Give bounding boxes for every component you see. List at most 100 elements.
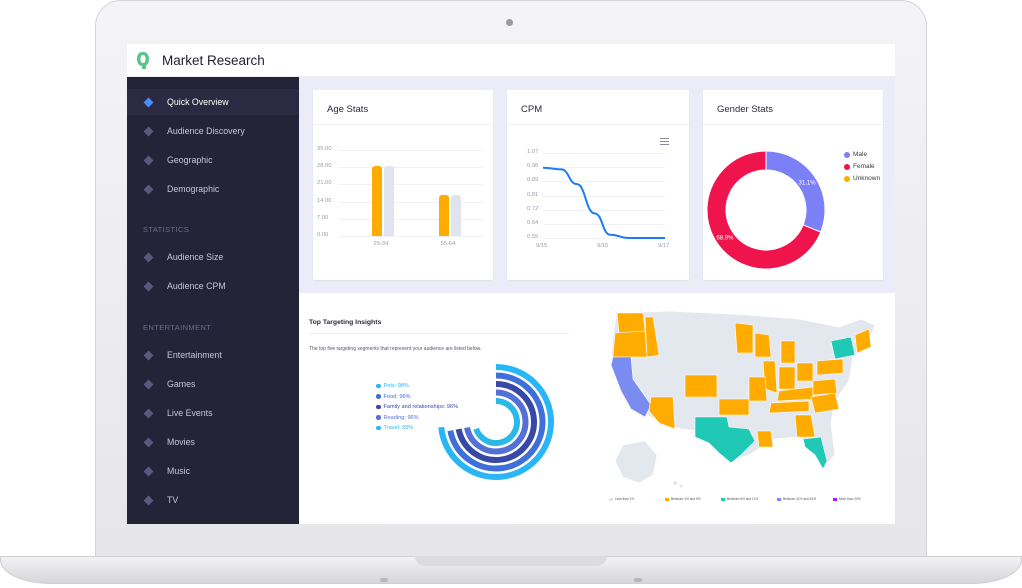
insight-legend-entry: Reading: 96% [376,415,419,421]
sidebar-item-label: Live Events [167,408,213,418]
sidebar-item-music[interactable]: Music [127,458,299,484]
app-title: Market Research [162,52,265,68]
legend-label: Unknown [853,175,881,182]
map-state-kansas [718,398,750,416]
sidebar-item-demographic[interactable]: Demographic [127,176,299,202]
insights-divider [309,333,569,334]
sidebar-item-label: TV [167,495,179,505]
screen: Market Research Quick Overview Audience … [127,44,895,524]
card-title: Gender Stats [717,104,773,115]
y-tick-label: 0.72 [527,205,539,212]
gender-donut-chart: 31.1% 68.9% Male Female Unknown [703,90,883,280]
y-tick-label: 0.64 [527,219,539,226]
card-title: CPM [521,104,543,115]
sidebar-item-audience-size[interactable]: Audience Size [127,244,299,270]
insights-radial-chart [438,364,554,480]
gridline [543,181,665,183]
main-content: Age Stats 0.00 7.00 14.00 21.00 28.00 35.00 25… [299,77,895,524]
diamond-icon [143,281,154,291]
camera-icon [506,19,513,26]
legend-dot [844,163,850,170]
y-tick-label: 0.89 [527,177,539,184]
map-legend-label: Between 5% and 11% [727,497,759,501]
sidebar-item-tv[interactable]: TV [127,487,299,513]
x-tick-label: 9/16 [597,243,609,249]
gridline [543,209,665,211]
y-tick-label: 14.00 [317,197,332,204]
age-bar-chart: 0.00 7.00 14.00 21.00 28.00 35.00 25-34 55-64 [313,90,493,280]
y-tick-label: 0.55 [527,234,539,240]
sidebar-item-label: Audience CPM [167,281,226,291]
sidebar-item-label: Games [167,379,196,389]
legend-entry: Female [844,163,875,170]
insight-legend-label: Food: 96% [383,393,411,400]
map-state-hawaii [673,481,677,485]
map-state-oregon [612,330,648,358]
gridline [339,218,483,220]
us-map-panel: Less than 1% Between 1% and 5% Between 5% … [589,293,895,524]
section-heading-statistics: STATISTICS [143,225,190,234]
x-tick-label: 55-64 [440,241,456,247]
gridline [543,223,665,225]
map-legend-entry: Between 11% and 20% [777,497,816,501]
map-state-missouri [748,376,768,402]
map-legend-swatch [833,497,837,501]
hamburger-menu-icon[interactable] [660,138,669,145]
diamond-icon [143,155,154,165]
insight-legend-dot [376,394,381,399]
map-state-tennessee [768,400,810,414]
legend-dot [844,175,850,182]
map-legend-label: Between 1% and 5% [671,497,701,501]
map-legend-swatch [721,497,725,501]
sidebar-item-games[interactable]: Games [127,371,299,397]
map-state-virginia [812,378,838,396]
sidebar-item-live-events[interactable]: Live Events [127,400,299,426]
map-state-wisconsin [754,332,772,358]
map-legend-label: More than 20% [839,497,861,501]
insights-title: Top Targeting Insights [309,319,382,326]
map-state-alaska [614,440,658,484]
map-state-arizona [648,396,676,430]
insight-ring [438,364,554,480]
gridline [543,167,665,169]
y-tick-label: 0.00 [317,232,329,238]
sidebar-item-label: Demographic [167,184,220,194]
insight-ring [455,381,537,463]
laptop-foot [380,578,388,582]
map-legend-entry: Between 5% and 11% [721,497,758,501]
gender-stats-card: Gender Stats 31.1% 68.9% Male Female Unknown [703,90,883,280]
diamond-icon [143,379,154,389]
sidebar: Quick Overview Audience Discovery Geogra… [127,77,299,524]
y-tick-label: 1.07 [527,149,539,155]
gridline [543,195,665,197]
map-legend-entry: Between 1% and 5% [665,497,701,501]
insight-legend-label: Family and relationships: 96% [383,404,459,410]
sidebar-item-label: Quick Overview [167,97,229,107]
age-stats-card: Age Stats 0.00 7.00 14.00 21.00 28.00 35.00 25… [313,90,493,280]
sidebar-item-geographic[interactable]: Geographic [127,147,299,173]
laptop-foot [634,578,642,582]
insight-ring [447,372,546,472]
sidebar-item-label: Geographic [167,155,213,165]
card-divider [313,124,493,125]
insight-legend-label: Reading: 96% [383,414,419,421]
laptop-notch [415,556,607,566]
map-state-colorado [684,374,718,398]
legend-label: Female [853,163,875,170]
legend-label: Male [853,151,868,158]
sidebar-item-entertainment[interactable]: Entertainment [127,342,299,368]
map-state-hawaii [679,484,683,488]
sidebar-item-quick-overview[interactable]: Quick Overview [127,89,299,115]
diamond-icon [143,126,154,136]
map-legend-label: Less than 1% [615,497,635,501]
sidebar-item-audience-discovery[interactable]: Audience Discovery [127,118,299,144]
insight-legend-entry: Pets: 98% [376,383,409,389]
map-state-new-york [830,336,856,360]
insight-legend-dot [376,425,381,431]
map-state-georgia [794,414,816,438]
sidebar-item-audience-cpm[interactable]: Audience CPM [127,273,299,299]
y-tick-label: 21.00 [317,180,332,187]
sidebar-item-movies[interactable]: Movies [127,429,299,455]
map-state-california [610,356,652,418]
insight-legend-dot [376,404,381,410]
